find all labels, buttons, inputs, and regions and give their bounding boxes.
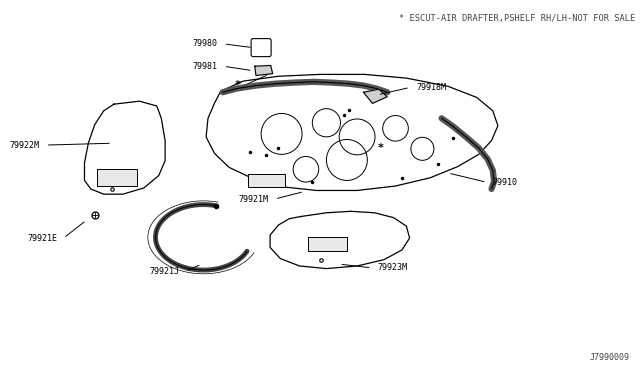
Polygon shape	[270, 211, 410, 269]
Text: 79922M: 79922M	[10, 141, 40, 150]
Text: 79910: 79910	[493, 178, 518, 187]
Bar	[248, 174, 285, 187]
FancyBboxPatch shape	[251, 39, 271, 57]
Polygon shape	[84, 101, 165, 194]
Text: 79921J: 79921J	[149, 267, 179, 276]
Bar	[97, 169, 137, 186]
Polygon shape	[206, 74, 498, 190]
Text: * ESCUT-AIR DRAFTER,PSHELF RH/LH-NOT FOR SALE: * ESCUT-AIR DRAFTER,PSHELF RH/LH-NOT FOR…	[399, 13, 635, 22]
Polygon shape	[255, 65, 273, 76]
Text: 79980: 79980	[193, 39, 218, 48]
Bar	[308, 237, 347, 251]
Text: 79921M: 79921M	[239, 195, 269, 203]
Text: *: *	[235, 80, 241, 90]
Text: *: *	[378, 143, 384, 153]
Text: 79921E: 79921E	[28, 234, 58, 243]
Polygon shape	[364, 89, 387, 103]
Text: 79981: 79981	[193, 62, 218, 71]
Text: J7990009: J7990009	[590, 353, 630, 362]
Text: 79918M: 79918M	[416, 83, 446, 92]
Text: 79923M: 79923M	[378, 263, 408, 272]
